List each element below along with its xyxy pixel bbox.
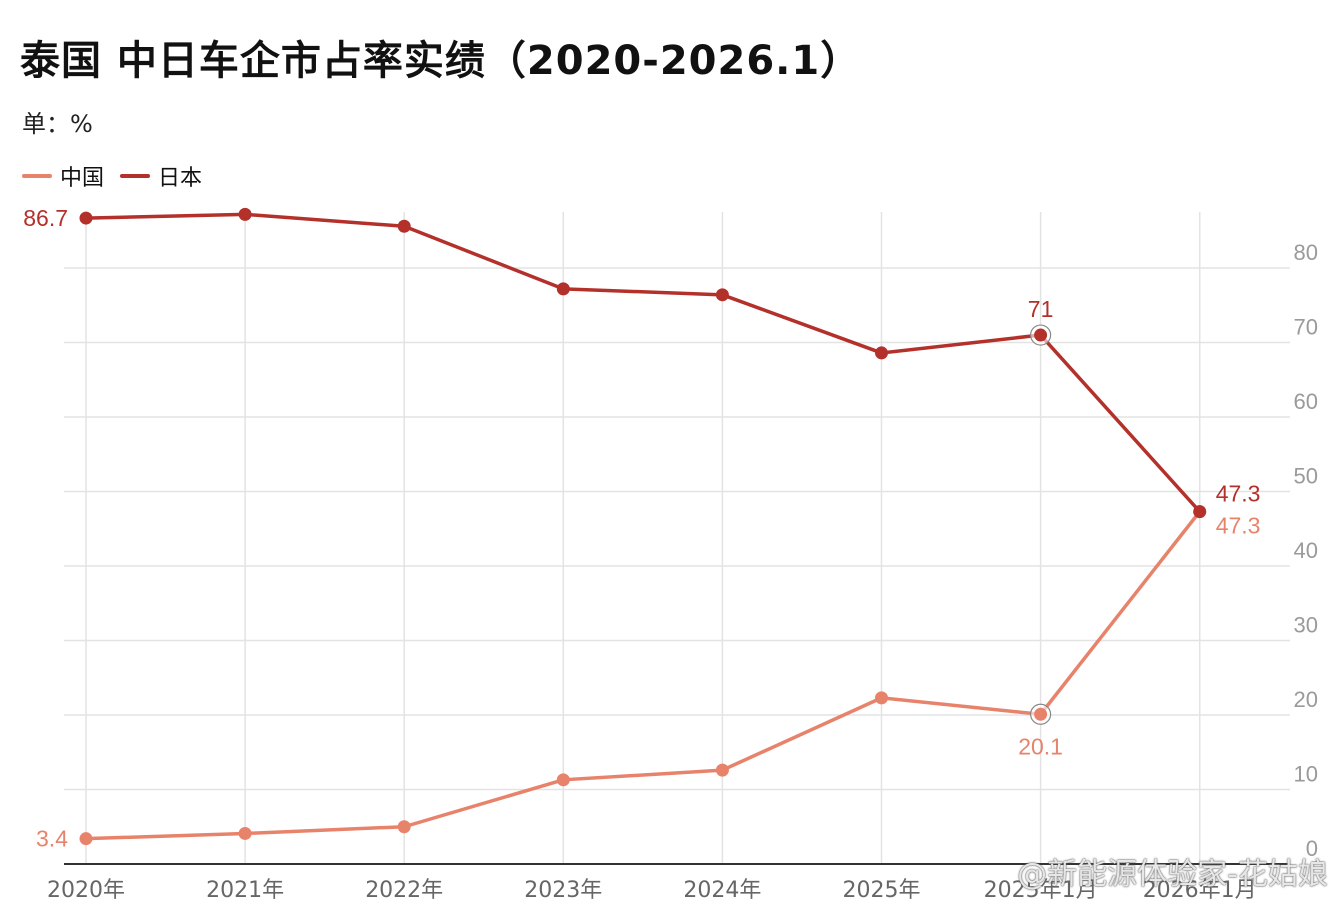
data-label: 47.3: [1216, 513, 1261, 539]
watermark: @新能源体验家-花姑娘: [1017, 857, 1328, 892]
data-point: [79, 211, 93, 225]
data-point: [397, 219, 411, 233]
data-label: 20.1: [1018, 733, 1063, 759]
legend-swatch-china: [22, 174, 52, 178]
unit-label: 单：%: [22, 110, 93, 138]
y-tick-label: 60: [1294, 389, 1318, 414]
data-point: [556, 282, 570, 296]
legend-item-china[interactable]: 中国: [22, 160, 104, 192]
x-tick-label: 2026年1月: [1143, 878, 1257, 903]
data-point: [238, 826, 252, 840]
y-tick-label: 70: [1294, 315, 1318, 340]
data-point: [238, 207, 252, 221]
y-tick-label: 0: [1306, 836, 1318, 861]
legend-swatch-japan: [120, 174, 151, 178]
y-tick-label: 30: [1294, 613, 1318, 638]
y-tick-label: 40: [1294, 538, 1318, 563]
data-label: 86.7: [23, 205, 68, 231]
data-label: 71: [1028, 296, 1054, 322]
x-tick-label: 2023年: [524, 878, 602, 903]
data-point: [1034, 707, 1048, 721]
data-point: [875, 346, 888, 360]
x-tick-label: 2024年: [683, 878, 761, 903]
legend: 中国 日本: [22, 160, 202, 192]
data-point: [715, 763, 729, 777]
y-tick-label: 20: [1294, 687, 1318, 712]
data-point: [397, 820, 411, 834]
y-tick-label: 50: [1294, 464, 1318, 489]
data-point: [79, 832, 93, 846]
data-point: [875, 691, 888, 705]
legend-label-china: 中国: [60, 166, 105, 191]
chart-title: 泰国 中日车企市占率实绩（2020-2026.1）: [20, 38, 862, 84]
data-point: [1193, 505, 1207, 519]
x-tick-label: 2021年: [206, 878, 284, 903]
x-tick-label: 2020年: [47, 878, 125, 903]
y-tick-label: 10: [1294, 762, 1318, 787]
data-point: [715, 288, 729, 302]
x-tick-label: 2022年: [365, 878, 443, 903]
data-label: 47.3: [1216, 481, 1261, 507]
data-point: [556, 773, 570, 787]
y-tick-label: 80: [1294, 240, 1318, 265]
data-point: [1034, 328, 1048, 342]
series-line-0: [85, 510, 1202, 841]
legend-label-japan: 日本: [158, 166, 203, 191]
legend-item-japan[interactable]: 日本: [120, 160, 202, 192]
x-tick-label: 2025年1月: [984, 878, 1098, 903]
series-line-1: [85, 212, 1202, 513]
x-tick-label: 2025年: [843, 878, 921, 903]
data-label: 3.4: [36, 826, 68, 852]
